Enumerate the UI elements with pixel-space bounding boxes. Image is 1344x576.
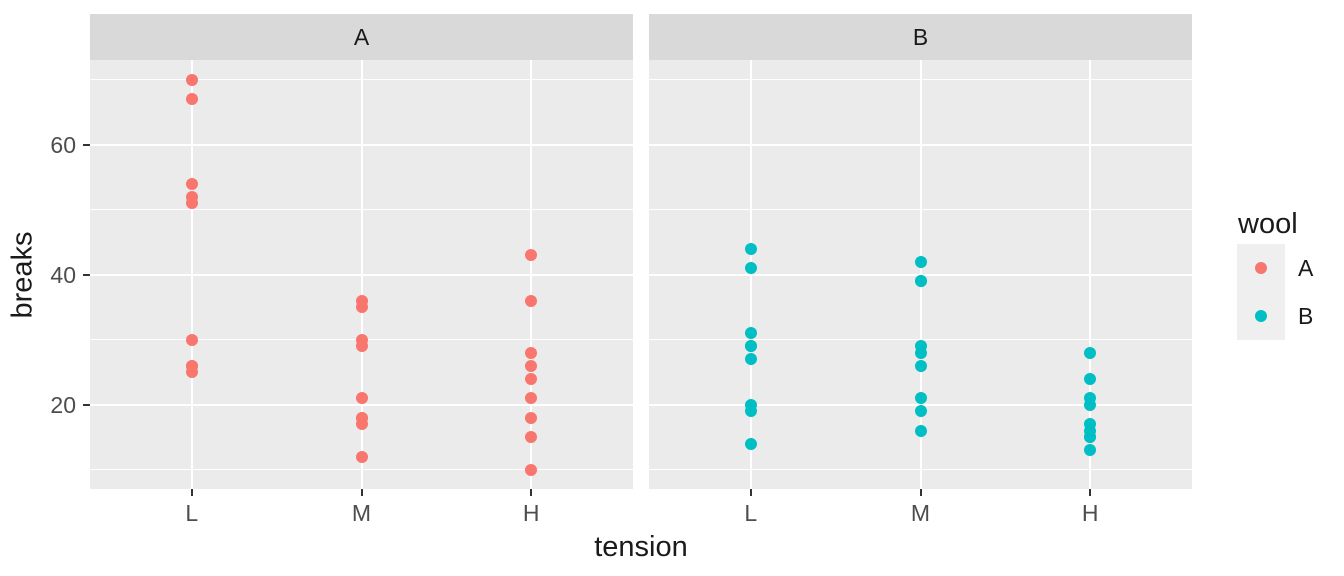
data-point (525, 359, 538, 372)
data-point (525, 411, 538, 424)
facet-panel (90, 60, 633, 489)
x-tick-label: L (185, 500, 199, 526)
data-point (525, 346, 538, 359)
data-point (355, 411, 368, 424)
data-point (744, 340, 757, 352)
data-point (355, 294, 368, 307)
legend-title: wool (1238, 208, 1298, 240)
x-axis-tick (919, 489, 922, 496)
data-point (185, 333, 198, 346)
legend-entry: A (1237, 244, 1313, 292)
data-point (744, 437, 757, 450)
data-point (744, 398, 757, 411)
data-point (185, 359, 198, 372)
data-point (185, 177, 198, 190)
data-point (914, 275, 927, 287)
data-point (525, 463, 538, 476)
legend-key (1237, 244, 1285, 292)
data-point (1084, 444, 1097, 456)
y-axis-tick (83, 273, 90, 276)
data-point (185, 197, 198, 209)
y-axis-tick (83, 143, 90, 146)
data-point (185, 73, 198, 86)
data-point (744, 262, 757, 274)
data-point (1084, 424, 1097, 437)
data-point (914, 424, 927, 437)
data-point (355, 333, 368, 346)
data-point (914, 359, 927, 372)
x-axis-tick (1089, 489, 1092, 496)
gridline-major (190, 60, 193, 489)
legend-key-dot-icon (1255, 310, 1267, 322)
facet-strip: B (649, 14, 1192, 60)
data-point (355, 392, 368, 404)
data-point (525, 431, 538, 443)
gridline-major (749, 60, 752, 489)
data-point (355, 450, 368, 463)
legend-entry-label: A (1298, 254, 1314, 281)
data-point (744, 242, 757, 255)
x-tick-label: M (910, 500, 931, 526)
x-axis-title: tension (594, 531, 688, 563)
data-point (525, 249, 538, 261)
legend-entry-label: B (1298, 302, 1314, 329)
data-point (914, 340, 927, 352)
data-point (914, 405, 927, 417)
x-tick-label: L (744, 500, 758, 526)
gridline-major (360, 60, 363, 489)
legend-key-dot-icon (1255, 262, 1267, 274)
data-point (525, 372, 538, 385)
data-point (914, 255, 927, 268)
data-point (1084, 392, 1097, 404)
gridline-major (919, 60, 922, 489)
facet-strip-label: A (353, 23, 370, 50)
y-axis-title: breaks (6, 231, 39, 319)
data-point (744, 353, 757, 365)
y-tick-label: 20 (50, 391, 76, 418)
data-point (525, 294, 538, 307)
data-point (914, 392, 927, 404)
y-axis-tick (83, 403, 90, 406)
data-point (525, 392, 538, 404)
data-point (1084, 372, 1097, 385)
facet-panel (649, 60, 1192, 489)
x-tick-label: M (351, 500, 372, 526)
data-point (1084, 346, 1097, 359)
facet-strip: A (90, 14, 633, 60)
x-tick-label: H (522, 500, 540, 526)
x-axis-tick (360, 489, 363, 496)
x-tick-label: H (1081, 500, 1099, 526)
x-axis-tick (530, 489, 533, 496)
data-point (185, 93, 198, 105)
facet-strip-label: B (912, 23, 929, 50)
data-point (744, 327, 757, 339)
y-tick-label: 40 (50, 261, 76, 288)
gridline-major (1089, 60, 1092, 489)
x-axis-tick (749, 489, 752, 496)
legend-key (1237, 292, 1285, 340)
x-axis-tick (190, 489, 193, 496)
gridline-major (530, 60, 533, 489)
y-tick-label: 60 (50, 131, 76, 158)
legend-entry: B (1237, 292, 1313, 340)
